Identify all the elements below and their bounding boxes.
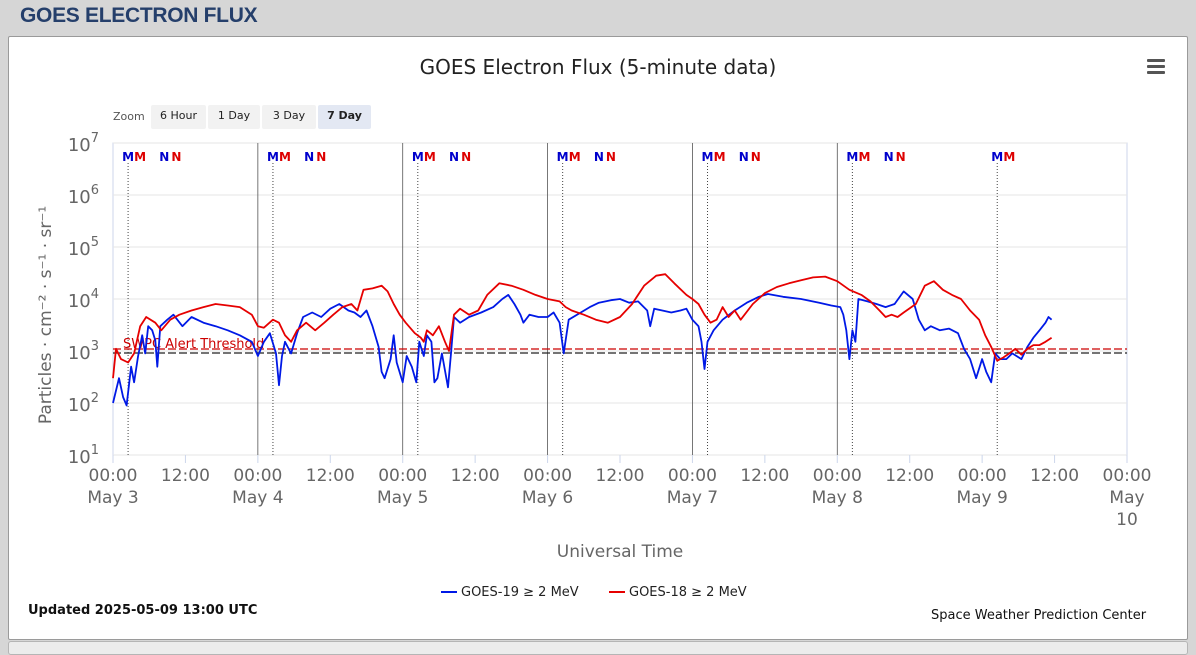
orbit-marker-label: M: [412, 150, 424, 164]
orbit-marker-label: M: [279, 150, 291, 164]
legend-label-goes19: GOES-19 ≥ 2 MeV: [461, 585, 579, 600]
orbit-marker-label: N: [751, 150, 761, 164]
y-tick-label: 101: [68, 443, 99, 468]
x-tick-sublabel: May: [1109, 488, 1144, 508]
x-tick-label: 00:00: [958, 466, 1007, 486]
zoom-6-hour-button[interactable]: 6 Hour: [151, 105, 206, 129]
x-tick-sublabel: May 4: [232, 488, 283, 508]
x-tick-label: 00:00: [523, 466, 572, 486]
x-tick-label: 00:00: [89, 466, 138, 486]
orbit-marker-label: M: [569, 150, 581, 164]
x-tick-label: 12:00: [306, 466, 355, 486]
y-tick-label: 107: [68, 131, 99, 156]
orbit-marker-label: M: [1003, 150, 1015, 164]
orbit-marker-label: N: [159, 150, 169, 164]
legend-swatch-goes19: [441, 590, 457, 593]
legend-swatch-goes18: [609, 590, 625, 593]
y-tick-label: 103: [68, 339, 99, 364]
orbit-marker-label: N: [594, 150, 604, 164]
x-tick-sublabel: May 8: [812, 488, 863, 508]
x-tick-label: 12:00: [161, 466, 210, 486]
page-header: GOES ELECTRON FLUX: [20, 4, 258, 27]
y-axis-label: Particles · cm⁻² · s⁻¹ · sr⁻¹: [36, 206, 56, 424]
x-tick-label: 12:00: [596, 466, 645, 486]
x-axis-label: Universal Time: [557, 542, 683, 562]
hamburger-menu-icon[interactable]: [1147, 59, 1165, 75]
orbit-marker-label: M: [858, 150, 870, 164]
x-tick-label: 12:00: [1030, 466, 1079, 486]
x-tick-sublabel: May 6: [522, 488, 573, 508]
orbit-marker-label: M: [991, 150, 1003, 164]
zoom-3-day-button[interactable]: 3 Day: [262, 105, 316, 129]
legend-label-goes18: GOES-18 ≥ 2 MeV: [629, 585, 747, 600]
orbit-marker-label: M: [122, 150, 134, 164]
x-tick-label: 12:00: [885, 466, 934, 486]
legend-goes18[interactable]: GOES-18 ≥ 2 MeV: [609, 585, 747, 600]
x-tick-label: 00:00: [1103, 466, 1152, 486]
orbit-marker-label: N: [884, 150, 894, 164]
orbit-marker-label: M: [267, 150, 279, 164]
orbit-marker-label: N: [896, 150, 906, 164]
series-line-goes19: [112, 290, 1053, 407]
x-tick-sublabel: May 5: [377, 488, 428, 508]
orbit-marker-label: M: [134, 150, 146, 164]
chart-title: GOES Electron Flux (5-minute data): [419, 55, 777, 79]
x-tick-sublabel: May 9: [956, 488, 1007, 508]
x-tick-label: 00:00: [233, 466, 282, 486]
lower-panel-edge: [8, 641, 1188, 655]
chart-panel: GOES Electron Flux (5-minute data) Zoom …: [8, 36, 1188, 640]
x-tick-label: 00:00: [813, 466, 862, 486]
series-line-goes18: [112, 273, 1053, 379]
y-tick-label: 102: [68, 391, 99, 416]
legend-goes19[interactable]: GOES-19 ≥ 2 MeV: [441, 585, 579, 600]
x-tick-label: 12:00: [740, 466, 789, 486]
zoom-label: Zoom: [113, 110, 145, 123]
orbit-marker-label: M: [714, 150, 726, 164]
orbit-marker-label: N: [461, 150, 471, 164]
y-tick-label: 105: [68, 235, 99, 260]
orbit-marker-label: N: [316, 150, 326, 164]
zoom-7-day-button[interactable]: 7 Day: [318, 105, 371, 129]
updated-timestamp: Updated 2025-05-09 13:00 UTC: [28, 603, 258, 618]
orbit-marker-label: N: [449, 150, 459, 164]
orbit-marker-label: N: [304, 150, 314, 164]
orbit-marker-label: M: [846, 150, 858, 164]
x-tick-label: 00:00: [378, 466, 427, 486]
credit-text: Space Weather Prediction Center: [931, 608, 1147, 623]
x-tick-sublabel: 10: [1116, 510, 1138, 530]
orbit-marker-label: M: [702, 150, 714, 164]
orbit-marker-label: M: [424, 150, 436, 164]
orbit-marker-label: M: [557, 150, 569, 164]
x-tick-sublabel: May 3: [87, 488, 138, 508]
zoom-1-day-button[interactable]: 1 Day: [208, 105, 260, 129]
y-tick-label: 106: [68, 183, 99, 208]
x-tick-sublabel: May 7: [667, 488, 718, 508]
x-tick-label: 00:00: [668, 466, 717, 486]
y-tick-label: 104: [68, 287, 99, 312]
orbit-marker-label: N: [739, 150, 749, 164]
orbit-marker-label: N: [171, 150, 181, 164]
x-tick-label: 12:00: [451, 466, 500, 486]
orbit-marker-label: N: [606, 150, 616, 164]
